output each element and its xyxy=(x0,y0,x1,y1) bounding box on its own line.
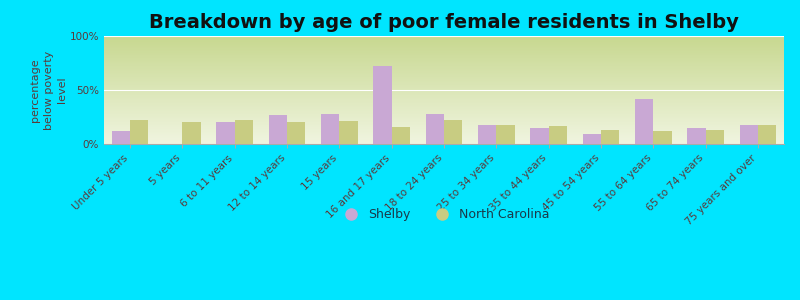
Bar xyxy=(392,127,410,144)
Bar xyxy=(478,124,496,144)
Bar xyxy=(269,115,287,144)
Bar xyxy=(182,122,201,144)
Bar xyxy=(444,120,462,144)
Bar xyxy=(530,128,549,144)
Bar xyxy=(426,114,444,144)
Bar xyxy=(374,66,392,144)
Bar xyxy=(601,130,619,144)
Bar xyxy=(234,120,253,144)
Bar xyxy=(112,131,130,144)
Title: Breakdown by age of poor female residents in Shelby: Breakdown by age of poor female resident… xyxy=(149,13,739,32)
Bar xyxy=(706,130,724,144)
Bar xyxy=(287,122,306,144)
Legend: Shelby, North Carolina: Shelby, North Carolina xyxy=(333,203,555,226)
Bar xyxy=(339,121,358,144)
Y-axis label: percentage
below poverty
level: percentage below poverty level xyxy=(30,50,67,130)
Bar xyxy=(739,124,758,144)
Bar xyxy=(130,120,149,144)
Bar xyxy=(758,124,776,144)
Bar xyxy=(496,124,514,144)
Bar xyxy=(582,134,601,144)
Bar xyxy=(635,99,654,144)
Bar xyxy=(217,122,234,144)
Bar xyxy=(321,114,339,144)
Bar xyxy=(687,128,706,144)
Bar xyxy=(654,131,671,144)
Bar xyxy=(549,126,567,144)
